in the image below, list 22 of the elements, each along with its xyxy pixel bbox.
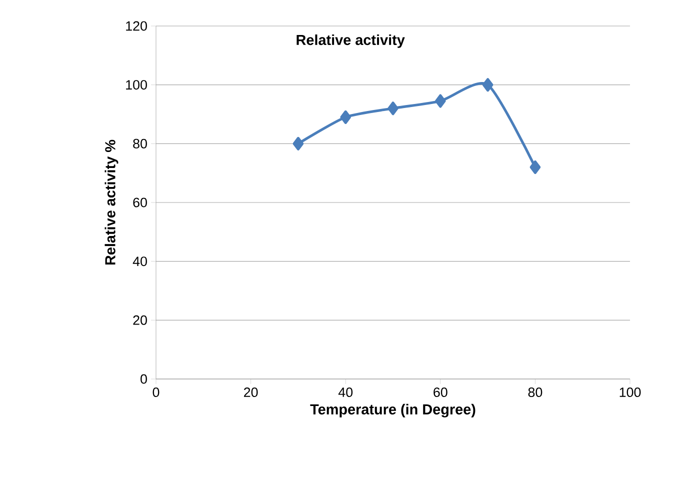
x-axis-title: Temperature (in Degree): [310, 404, 476, 418]
x-tick-label: 0: [152, 388, 160, 398]
point: [388, 102, 398, 116]
text: Relative activity: [296, 34, 405, 48]
point: [530, 160, 541, 174]
x-tick-label: 40: [338, 388, 353, 398]
y-axis-title: Relative activity %: [104, 140, 118, 265]
point: [292, 136, 304, 150]
y-tick-label: 60: [133, 198, 147, 208]
y-tick-label: 120: [126, 21, 147, 31]
point: [340, 110, 352, 124]
x-tick-label: 100: [620, 388, 641, 398]
y-tick-label: 100: [126, 80, 147, 90]
point: [435, 94, 446, 108]
y-tick-label: 40: [132, 256, 147, 266]
y-tick-label: 20: [133, 315, 147, 325]
x-tick-label: 80: [528, 388, 542, 398]
x-tick-label: 20: [244, 388, 258, 398]
y-tick-label: 80: [133, 138, 147, 148]
x-tick-label: 60: [434, 388, 448, 398]
y-tick-label: 0: [140, 374, 147, 384]
point: [482, 78, 494, 92]
